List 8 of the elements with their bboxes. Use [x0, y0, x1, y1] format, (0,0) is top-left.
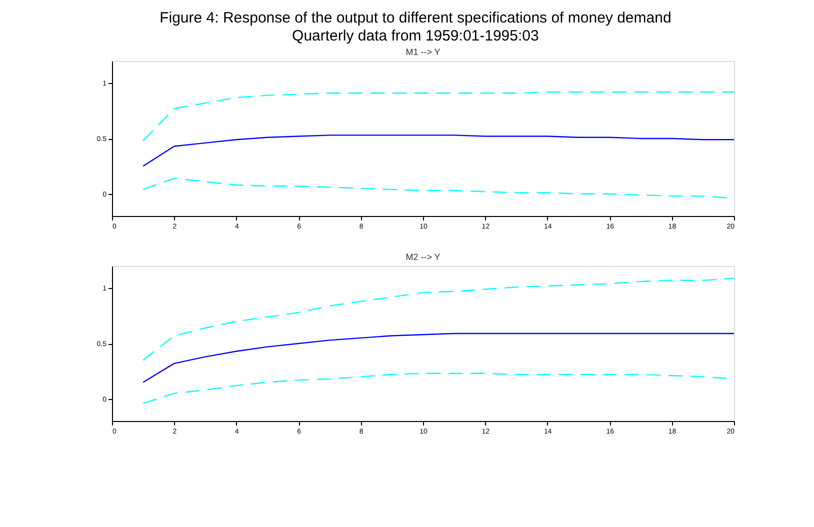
line-series — [142, 278, 735, 361]
text: Quarterly data from 1959:01-1995:03 — [292, 28, 539, 44]
chart-title: M1 --> Y — [406, 47, 440, 57]
line-series — [142, 134, 735, 167]
chart-title: M2 --> Y — [406, 252, 440, 262]
line-series — [142, 332, 735, 383]
line-series — [142, 91, 735, 142]
caption: Figure 4: Response of the output to different specifications of money demand — [160, 10, 672, 26]
